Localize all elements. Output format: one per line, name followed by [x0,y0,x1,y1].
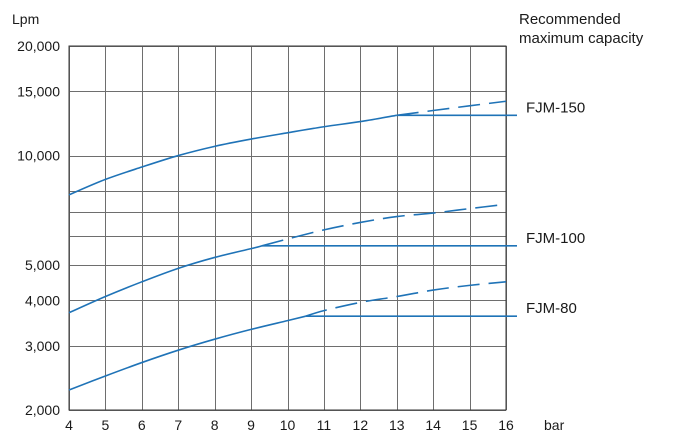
series-extension-fjm-80 [305,281,507,317]
x-tick-label: 6 [138,417,146,433]
x-tick-label: 16 [498,417,514,433]
x-tick-label: 15 [462,417,478,433]
x-tick-label: 10 [280,417,296,433]
x-tick-label: 7 [174,417,182,433]
series-label-fjm-100: FJM-100 [526,230,585,247]
x-tick-label: 9 [247,417,255,433]
recommended-label-line: maximum capacity [519,30,644,47]
x-tick-label: 14 [425,417,441,433]
y-tick-label: 20,000 [17,38,60,54]
x-tick-label: 8 [211,417,219,433]
series-line-fjm-100 [68,245,263,314]
label-layer: 4 5 6 7 8 9 10 11 12 13 14 15 16 2,000 3,000 4,000 5,000… [17,38,585,433]
y-tick-label: 5,000 [25,257,60,273]
plot-frame [68,45,507,411]
series-line-fjm-150 [68,114,397,196]
series-line-fjm-80 [68,315,306,391]
y-tick-label: 10,000 [17,148,60,164]
series-extension-fjm-100 [261,203,507,247]
series-label-fjm-80: FJM-80 [526,300,577,317]
recommended-label: Recommended maximum capacity [519,11,644,47]
x-tick-label: 11 [317,417,332,433]
x-tick-label: 4 [65,417,73,433]
x-tick-label: 12 [353,417,369,433]
grid-layer [69,46,507,411]
recommended-label-line: Recommended [519,11,621,28]
series-label-fjm-150: FJM-150 [526,99,585,116]
y-tick-label: 4,000 [25,292,60,308]
y-tick-label: 15,000 [17,83,60,99]
y-axis-label: Lpm [12,11,39,27]
curve-layer [68,100,517,391]
series-extension-fjm-150 [396,100,507,117]
x-tick-label: 13 [389,417,405,433]
y-tick-label: 2,000 [25,402,60,418]
x-axis-label: bar [544,417,565,433]
x-tick-label: 5 [102,417,110,433]
y-tick-label: 3,000 [25,338,60,354]
